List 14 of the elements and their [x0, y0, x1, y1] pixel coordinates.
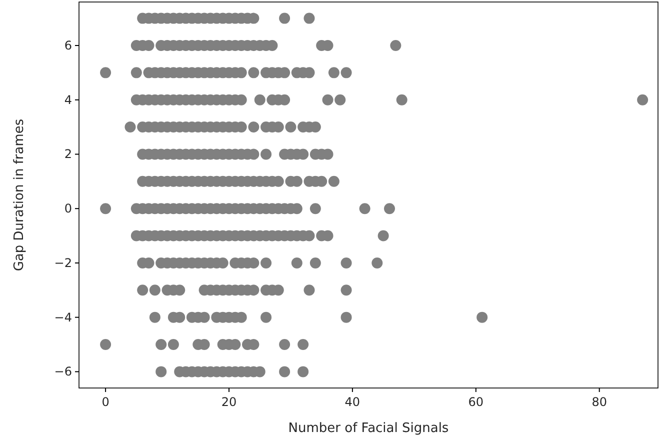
- y-tick-label: −2: [54, 256, 72, 270]
- x-tick-label: 80: [592, 395, 607, 409]
- x-tick-label: 20: [221, 395, 237, 409]
- y-tick-label: −4: [54, 310, 72, 324]
- y-tick-label: −6: [54, 364, 72, 379]
- y-tick-label: 6: [64, 38, 72, 52]
- y-tick-label: 0: [64, 202, 72, 216]
- x-tick-label: 40: [344, 395, 360, 409]
- y-tick-label: 4: [64, 92, 72, 107]
- x-tick-label: 0: [102, 395, 110, 409]
- y-axis-title: Gap Duration in frames: [12, 118, 27, 272]
- x-axis-title: Number of Facial Signals: [288, 421, 449, 436]
- y-tick-label: 2: [64, 147, 72, 162]
- x-tick-label: 60: [468, 395, 484, 409]
